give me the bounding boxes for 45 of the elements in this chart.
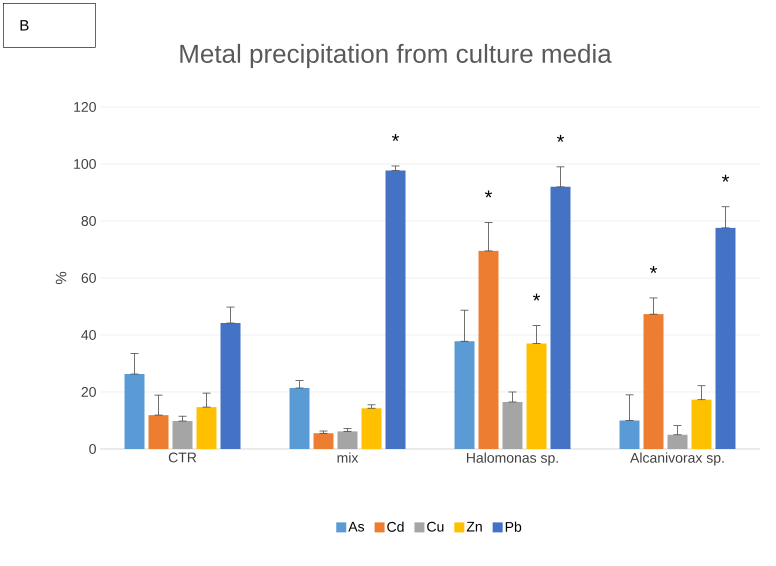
bar — [692, 400, 712, 449]
x-tick-label: Alcanivorax sp. — [630, 452, 724, 466]
bar — [386, 170, 406, 449]
data-label: * — [532, 294, 540, 301]
bar — [362, 408, 382, 449]
bar — [290, 388, 310, 449]
y-tick-label: 20 — [82, 387, 96, 397]
data-label: * — [484, 190, 492, 198]
bar — [314, 433, 334, 449]
bar — [124, 374, 145, 449]
y-tick-label: 0 — [89, 444, 96, 454]
bar — [338, 431, 358, 449]
legend-label: Cd — [387, 522, 404, 532]
x-tick-label: CTR — [168, 452, 196, 462]
bar — [620, 420, 640, 449]
bar — [172, 421, 193, 449]
data-label: * — [650, 266, 658, 273]
bar — [148, 415, 169, 449]
data-label: * — [392, 134, 400, 142]
legend-label: Zn — [466, 522, 482, 532]
y-tick-label: 100 — [74, 159, 96, 169]
y-tick-label: 40 — [81, 330, 96, 340]
data-label: * — [722, 174, 730, 182]
bar — [526, 344, 547, 449]
bar — [644, 314, 664, 449]
text: B — [20, 20, 29, 30]
y-axis-title: % — [56, 272, 66, 284]
bar — [478, 250, 499, 449]
y-tick-label: 60 — [82, 273, 96, 283]
legend-label: As — [348, 522, 364, 532]
chart-title: Metal precipitation from culture media — [180, 44, 612, 68]
bar — [454, 341, 475, 449]
bar — [196, 407, 217, 449]
legend-label: Pb — [506, 522, 522, 532]
bar — [220, 323, 241, 449]
bar — [716, 228, 736, 449]
legend-label: Cu — [427, 522, 444, 532]
x-tick-label: mix — [338, 452, 358, 463]
x-tick-label: Halomonas sp. — [466, 452, 558, 466]
bar — [550, 186, 571, 449]
bar — [668, 434, 688, 449]
y-tick-label: 80 — [82, 216, 96, 226]
data-label: * — [556, 134, 564, 142]
y-tick-label: 120 — [74, 102, 96, 112]
bar — [502, 402, 523, 449]
